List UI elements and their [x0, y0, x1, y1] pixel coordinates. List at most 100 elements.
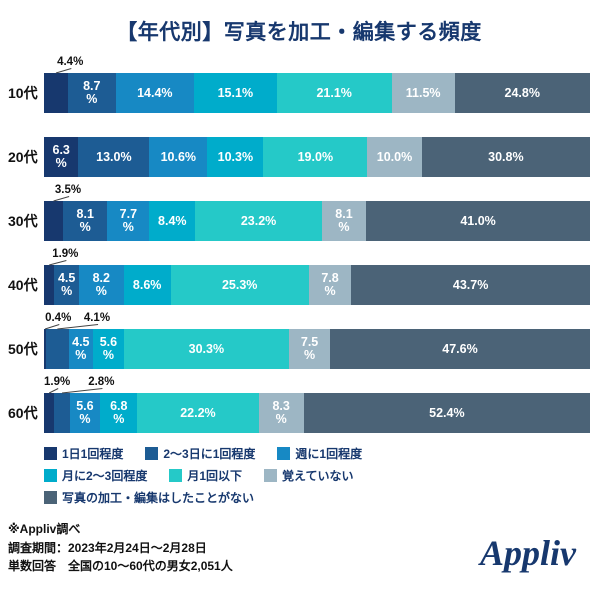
chart-row-main: 50代 4.5% 5.6% 30.3% 7.5% 47.6% — [8, 329, 590, 369]
bar-segment-label: 8.7% — [83, 78, 101, 106]
bar-segment-label: 7.8% — [321, 270, 339, 298]
callout-label: 4.4% — [57, 56, 84, 68]
age-label: 10代 — [8, 85, 38, 101]
bar-segment: 4.5% — [68, 329, 94, 369]
chart-row: 3.5% 30代 8.1% 7.7% 8.4% 23.2% 8.1% 41.0% — [8, 184, 590, 241]
callout-layer: 3.5% — [44, 184, 590, 202]
stacked-bar: 4.5% 8.2% 8.6% 25.3% 7.8% 43.7% — [44, 265, 590, 305]
age-label: 30代 — [8, 213, 38, 229]
bar-segment: 10.6% — [149, 137, 208, 177]
bar-segment: 8.3% — [258, 393, 304, 433]
legend-row: 月に2〜3回程度 月1回以下 覚えていない — [44, 467, 590, 484]
chart-row-main: 30代 8.1% 7.7% 8.4% 23.2% 8.1% 41.0% — [8, 201, 590, 241]
legend-item: 覚えていない — [264, 467, 353, 484]
age-label: 40代 — [8, 277, 38, 293]
bar-segment: 10.3% — [207, 137, 264, 177]
bar-segment: 7.5% — [289, 329, 331, 369]
bar-segment — [44, 201, 64, 241]
age-label: 20代 — [8, 149, 38, 165]
bar-segment: 25.3% — [170, 265, 309, 305]
callout-label: 0.4% — [45, 312, 72, 324]
footer: ※Appliv調べ 調査期間：2023年2月24日〜2月28日 単数回答 全国の… — [8, 520, 590, 576]
legend-row: 写真の加工・編集はしたことがない — [44, 489, 590, 506]
stacked-bar: 6.3% 13.0% 10.6% 10.3% 19.0% 10.0% 30.8% — [44, 137, 590, 177]
bar-segment: 5.6% — [93, 329, 124, 369]
callout-layer: 1.9% — [44, 248, 590, 266]
legend-swatch-icon — [169, 469, 183, 482]
callout-label: 1.9% — [52, 248, 79, 260]
legend-item: 写真の加工・編集はしたことがない — [44, 489, 254, 506]
legend-label: 覚えていない — [282, 469, 354, 483]
bar-segment: 8.1% — [63, 201, 108, 241]
legend-swatch-icon — [44, 469, 57, 482]
legend-swatch-icon — [145, 447, 159, 460]
callout-layer: 0.4% 4.1% — [44, 312, 590, 330]
bar-segment: 19.0% — [263, 137, 368, 177]
bar-segment-label: 6.3% — [52, 142, 70, 170]
age-label: 50代 — [8, 341, 38, 357]
appliv-logo: Appliv — [480, 532, 576, 573]
bar-segment: 8.2% — [78, 265, 124, 305]
age-label: 60代 — [8, 405, 38, 421]
chart-row-main: 60代 5.6% 6.8% 22.2% 8.3% 52.4% — [8, 393, 590, 433]
legend-swatch-icon — [264, 469, 278, 482]
bar-segment: 23.2% — [195, 201, 322, 241]
bar-segment: 22.2% — [137, 393, 259, 433]
chart-row-main: 40代 4.5% 8.2% 8.6% 25.3% 7.8% 43.7% — [8, 265, 590, 305]
bar-segment-label: 4.5% — [72, 334, 90, 362]
chart-row-main: 20代 6.3% 13.0% 10.6% 10.3% 19.0% 10.0% 30.8% — [8, 137, 590, 177]
bar-segment: 7.7% — [107, 201, 150, 241]
bar-segment: 21.1% — [276, 73, 392, 113]
legend-item: 週に1回程度 — [277, 445, 362, 462]
bar-segment — [44, 265, 55, 305]
note-sample: 単数回答 全国の10〜60代の男女2,051人 — [8, 559, 233, 574]
bar-segment — [44, 393, 55, 433]
bar-segment-label: 5.6% — [99, 334, 118, 362]
chart-row: 20代 6.3% 13.0% 10.6% 10.3% 19.0% 10.0% 30.8% — [8, 120, 590, 177]
bar-segment: 8.4% — [149, 201, 196, 241]
bar-segment — [44, 329, 47, 369]
bar-segment-label: 8.1% — [76, 206, 94, 234]
bar-segment — [54, 393, 70, 433]
legend-item: 1日1回程度 — [44, 445, 123, 462]
bar-segment: 52.4% — [303, 393, 590, 433]
legend-label: 月に2〜3回程度 — [62, 469, 148, 483]
callout-lines — [53, 196, 70, 202]
callout-lines — [55, 68, 72, 74]
callout-layer: 4.4% — [44, 56, 590, 74]
note-source: ※Appliv調べ — [8, 522, 81, 536]
bar-segment-label: 7.7% — [119, 206, 138, 234]
bar-segment: 11.5% — [391, 73, 455, 113]
bar-segment: 6.3% — [44, 137, 79, 177]
bar-segment: 4.5% — [54, 265, 79, 305]
callout-label: 3.5% — [54, 184, 82, 196]
callout-label: 4.1% — [83, 312, 111, 324]
legend-label: 1日1回程度 — [62, 447, 124, 461]
chart-row: 1.9% 2.8% 60代 5.6% 6.8% 22.2% 8.3% 52.4% — [8, 376, 590, 433]
bar-segment: 5.6% — [69, 393, 101, 433]
chart: 4.4% 10代 8.7% 14.4% 15.1% 21.1% 11.5% 24.8% 20代 6… — [8, 56, 590, 433]
bar-segment-label: 8.1% — [335, 206, 353, 234]
bar-segment: 47.6% — [330, 329, 590, 369]
bar-segment: 24.8% — [454, 73, 590, 113]
bar-segment: 30.8% — [421, 137, 590, 177]
callout-label: 1.9% — [44, 376, 71, 388]
callout-layer: 1.9% 2.8% — [44, 376, 590, 394]
legend-item: 月1回以下 — [169, 467, 242, 484]
callout-lines — [49, 260, 67, 266]
bar-segment — [44, 73, 69, 113]
stacked-bar: 4.5% 5.6% 30.3% 7.5% 47.6% — [44, 329, 590, 369]
bar-segment: 6.8% — [100, 393, 138, 433]
legend: 1日1回程度 2〜3日に1回程度 週に1回程度 月に2〜3回程度 月1回以下 覚えていない… — [44, 445, 590, 506]
bar-segment-label: 7.5% — [300, 334, 319, 362]
legend-swatch-icon — [44, 491, 57, 504]
bar-segment-label: 8.2% — [92, 270, 110, 298]
chart-row: 4.4% 10代 8.7% 14.4% 15.1% 21.1% 11.5% 24.8% — [8, 56, 590, 113]
stacked-bar: 5.6% 6.8% 22.2% 8.3% 52.4% — [44, 393, 590, 433]
stacked-bar: 8.7% 14.4% 15.1% 21.1% 11.5% 24.8% — [44, 73, 590, 113]
callout-layer — [44, 120, 590, 137]
bar-segment: 14.4% — [115, 73, 195, 113]
chart-row-main: 10代 8.7% 14.4% 15.1% 21.1% 11.5% 24.8% — [8, 73, 590, 113]
chart-row: 1.9% 40代 4.5% 8.2% 8.6% 25.3% 7.8% 43.7% — [8, 248, 590, 305]
